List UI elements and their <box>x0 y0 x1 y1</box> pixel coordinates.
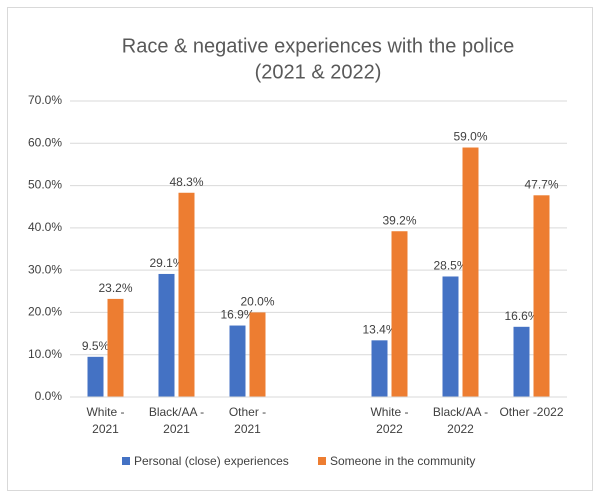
y-tick-label: 30.0% <box>28 262 62 276</box>
bar <box>462 147 479 397</box>
x-tick-label-line: White - <box>370 405 408 419</box>
x-tick-label: Other -2022 <box>499 405 563 419</box>
data-label: 13.4% <box>362 323 396 337</box>
y-tick-label: 70.0% <box>28 93 62 107</box>
bar <box>442 276 459 397</box>
data-label: 47.7% <box>524 177 558 191</box>
legend-swatch <box>122 457 130 465</box>
y-tick-label: 20.0% <box>28 305 62 319</box>
legend-swatch <box>318 457 326 465</box>
data-label: 39.2% <box>382 213 416 227</box>
bar <box>391 231 408 397</box>
bar <box>158 273 175 397</box>
x-tick-label-line: White - <box>86 405 124 419</box>
x-tick-label-line: 2021 <box>92 422 119 436</box>
y-tick-label: 50.0% <box>28 178 62 192</box>
data-label: 23.2% <box>98 281 132 295</box>
legend-label: Someone in the community <box>330 454 475 468</box>
bar <box>249 312 266 397</box>
x-tick-label-line: Other - <box>229 405 266 419</box>
x-tick-label-line: Black/AA - <box>149 405 204 419</box>
y-tick-label: 60.0% <box>28 135 62 149</box>
data-label: 16.6% <box>504 309 538 323</box>
x-tick-label: Black/AA - 2021 <box>149 405 204 436</box>
y-tick-label: 40.0% <box>28 220 62 234</box>
bar <box>87 356 104 397</box>
data-label: 20.0% <box>240 295 274 309</box>
bar <box>513 326 530 397</box>
data-label: 48.3% <box>169 175 203 189</box>
x-tick-label-line: 2021 <box>234 422 261 436</box>
y-tick-label: 0.0% <box>35 389 63 403</box>
data-label: 59.0% <box>453 130 487 144</box>
bar <box>107 298 124 397</box>
x-tick-label-line: Black/AA - <box>433 405 488 419</box>
x-tick-label-line: 2022 <box>447 422 474 436</box>
data-label: 16.9% <box>220 308 254 322</box>
y-tick-label: 10.0% <box>28 347 62 361</box>
chart-title: Race & negative experiences with the pol… <box>122 35 514 57</box>
bar <box>229 325 246 397</box>
data-label: 9.5% <box>82 339 110 353</box>
x-tick-label: White - 2021 <box>86 405 124 436</box>
bar <box>533 195 550 397</box>
x-tick-label: Black/AA - 2022 <box>433 405 488 436</box>
chart-subtitle: (2021 & 2022) <box>255 61 382 83</box>
data-label: 28.5% <box>433 259 467 273</box>
x-tick-label-line: 2022 <box>376 422 403 436</box>
data-label: 29.1% <box>149 256 183 270</box>
bar <box>371 340 388 397</box>
x-tick-label: Other - 2021 <box>229 405 266 436</box>
x-tick-label: White - 2022 <box>370 405 408 436</box>
bar <box>178 192 195 397</box>
legend-label: Personal (close) experiences <box>134 454 289 468</box>
chart-frame <box>7 7 593 491</box>
x-tick-label-line: 2021 <box>163 422 190 436</box>
